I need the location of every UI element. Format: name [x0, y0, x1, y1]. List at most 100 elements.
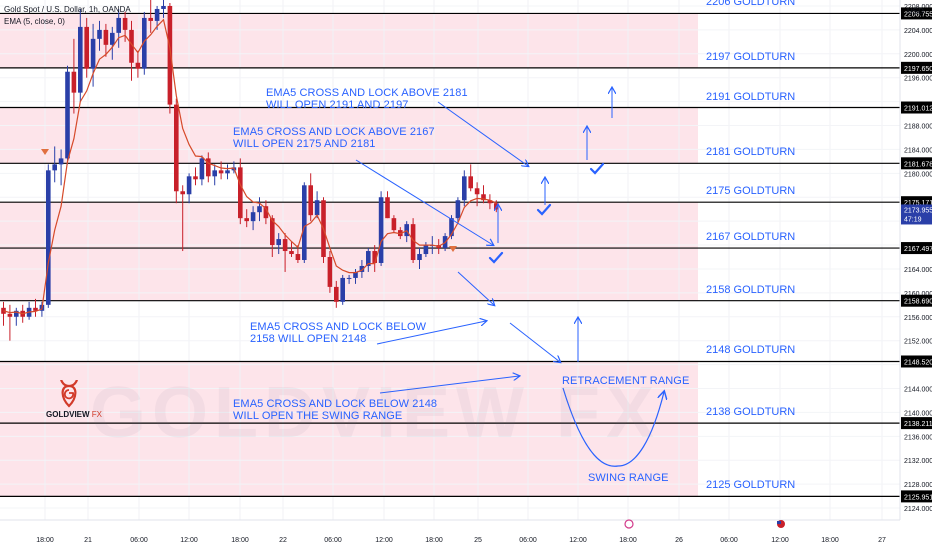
candle[interactable] [417, 248, 422, 269]
candle[interactable] [225, 164, 230, 180]
price-tick-label: 2156.000 [904, 315, 932, 322]
annotation-line: WILL OPEN THE SWING RANGE [233, 410, 403, 422]
candle[interactable] [78, 8, 83, 102]
candle[interactable] [474, 182, 480, 207]
us-flag-icon[interactable] [777, 520, 785, 528]
candle-body [84, 26, 89, 69]
level-price-label: 2138.211 [904, 421, 932, 428]
candle[interactable] [52, 146, 57, 183]
candle-body [122, 17, 128, 30]
candle[interactable] [334, 280, 339, 308]
candle[interactable] [199, 155, 205, 186]
candle[interactable] [308, 173, 313, 222]
candle-body [340, 277, 345, 302]
candle-body [481, 194, 486, 201]
candlestick-series[interactable] [1, 0, 499, 341]
candle[interactable] [110, 26, 115, 60]
current-price-tag [901, 204, 932, 225]
candle[interactable] [346, 274, 352, 284]
ema-series [3, 18, 497, 315]
current-price-label: 2173.955 [904, 207, 932, 214]
candle[interactable] [167, 2, 173, 114]
candle[interactable] [462, 170, 467, 207]
candle[interactable] [206, 152, 211, 183]
watermark: GOLDVIEW FX [90, 373, 660, 453]
candle[interactable] [366, 248, 371, 272]
candle[interactable] [1, 301, 6, 326]
candle[interactable] [135, 50, 141, 78]
candle[interactable] [302, 182, 307, 263]
candle[interactable] [161, 0, 166, 18]
candle-body [103, 29, 109, 45]
candle[interactable] [340, 274, 345, 305]
level-price-label: 2175.171 [904, 200, 932, 207]
indicator-legend[interactable]: EMA (5, close, 0) [4, 17, 65, 26]
time-tick-label: 12:00 [180, 537, 198, 544]
level-price-label: 2167.497 [904, 246, 932, 253]
candle[interactable] [58, 149, 64, 186]
candle[interactable] [282, 233, 288, 272]
candle[interactable] [65, 65, 70, 165]
level-label: 2191 GOLDTURN [706, 90, 796, 103]
candle[interactable] [378, 191, 384, 266]
candle[interactable] [327, 251, 333, 293]
time-tick-label: 06:00 [519, 537, 537, 544]
candle[interactable] [103, 23, 109, 57]
candle[interactable] [7, 304, 13, 341]
candle[interactable] [218, 161, 224, 180]
candle[interactable] [129, 20, 134, 81]
candle[interactable] [212, 164, 217, 186]
ema-line [3, 18, 497, 315]
candle[interactable] [14, 307, 19, 326]
candle[interactable] [193, 167, 198, 186]
candle[interactable] [238, 158, 243, 225]
candle[interactable] [359, 260, 365, 278]
candle-body [161, 5, 166, 9]
candle[interactable] [314, 191, 320, 219]
candle[interactable] [186, 173, 192, 204]
candle[interactable] [455, 197, 461, 225]
candle[interactable] [270, 215, 275, 258]
price-axis[interactable]: 2124.000 2128.000 2132.000 2136.000 2140.000… [899, 0, 932, 550]
candle[interactable] [84, 17, 89, 78]
candle[interactable] [391, 215, 397, 234]
candle[interactable] [481, 185, 486, 204]
candle[interactable] [180, 185, 185, 252]
price-tick-label: 2180.000 [904, 171, 932, 178]
candle[interactable] [174, 98, 179, 204]
candle[interactable] [116, 8, 121, 48]
annotation-arrows [41, 88, 664, 467]
candle-body [206, 158, 211, 177]
candle[interactable] [46, 164, 51, 308]
symbol-title[interactable]: Gold Spot / U.S. Dollar, 1h, OANDA [4, 5, 131, 14]
candle[interactable] [289, 242, 294, 258]
candle-body [276, 239, 281, 246]
annotation-above-2181: EMA5 CROSS AND LOCK ABOVE 2181 WILL OPEN… [266, 87, 468, 111]
candle[interactable] [250, 206, 256, 231]
candle[interactable] [148, 0, 153, 33]
candle[interactable] [276, 233, 281, 255]
event-marker-icon[interactable] [624, 519, 634, 529]
price-tick-label: 2132.000 [904, 458, 932, 465]
candle[interactable] [90, 23, 96, 87]
candle[interactable] [244, 209, 249, 228]
candle[interactable] [385, 191, 390, 219]
time-tick-label: 18:00 [425, 537, 443, 544]
candle[interactable] [353, 268, 358, 284]
candle-body [193, 176, 198, 180]
time-tick-label: 26 [675, 537, 683, 544]
currency-label: USD [907, 7, 924, 16]
candle[interactable] [487, 194, 493, 210]
candle[interactable] [257, 197, 262, 222]
check-mark-icon [589, 162, 605, 175]
candle[interactable] [71, 38, 77, 114]
candle[interactable] [97, 20, 102, 51]
candle[interactable] [142, 11, 147, 75]
candle[interactable] [372, 245, 377, 272]
time-axis[interactable]: 18:00 21 06:00 12:00 18:00 22 06:00 12:00 18:00 2… [0, 519, 932, 550]
candle[interactable] [263, 200, 269, 225]
candle[interactable] [468, 164, 473, 192]
candle[interactable] [33, 298, 38, 317]
candle[interactable] [122, 11, 128, 42]
